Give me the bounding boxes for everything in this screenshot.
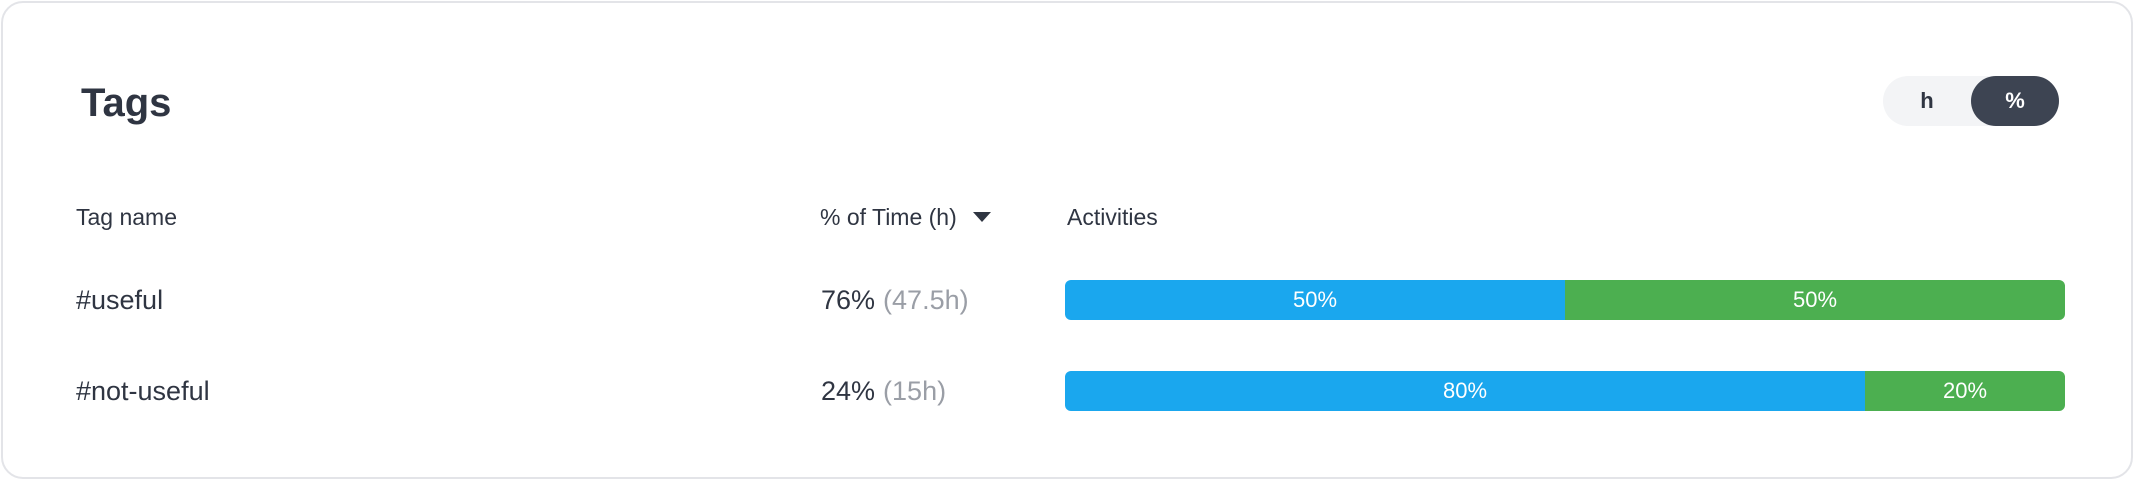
column-header-tag-name: Tag name — [76, 204, 178, 230]
time-share: 76% (47.5h) — [821, 279, 969, 321]
activities-bar: 50% 50% — [1065, 280, 2065, 320]
sort-descending-icon[interactable] — [972, 211, 991, 222]
activities-bar: 80% 20% — [1065, 371, 2065, 411]
column-header-activities: Activities — [1067, 204, 1158, 230]
table-row: #not-useful 24% (15h) 80% 20% — [3, 370, 2136, 412]
column-header-time[interactable]: % of Time (h) — [820, 201, 991, 233]
card-title: Tags — [81, 81, 172, 125]
time-hours: (47.5h) — [883, 285, 969, 315]
time-percent: 76% — [821, 285, 876, 315]
table-row: #useful 76% (47.5h) 50% 50% — [3, 279, 2136, 321]
tag-name: #useful — [76, 285, 164, 315]
toggle-percent-option[interactable]: % — [1971, 76, 2059, 126]
tag-name: #not-useful — [76, 376, 210, 406]
time-percent: 24% — [821, 376, 876, 406]
activity-segment: 50% — [1065, 280, 1565, 320]
unit-toggle: h % — [1883, 76, 2059, 126]
activity-segment: 20% — [1865, 371, 2065, 411]
toggle-hours-option[interactable]: h — [1920, 88, 1934, 113]
time-hours: (15h) — [883, 376, 947, 406]
column-header-time-label: % of Time (h) — [820, 204, 957, 230]
activity-segment: 50% — [1565, 280, 2065, 320]
time-share: 24% (15h) — [821, 370, 946, 412]
activity-segment: 80% — [1065, 371, 1865, 411]
